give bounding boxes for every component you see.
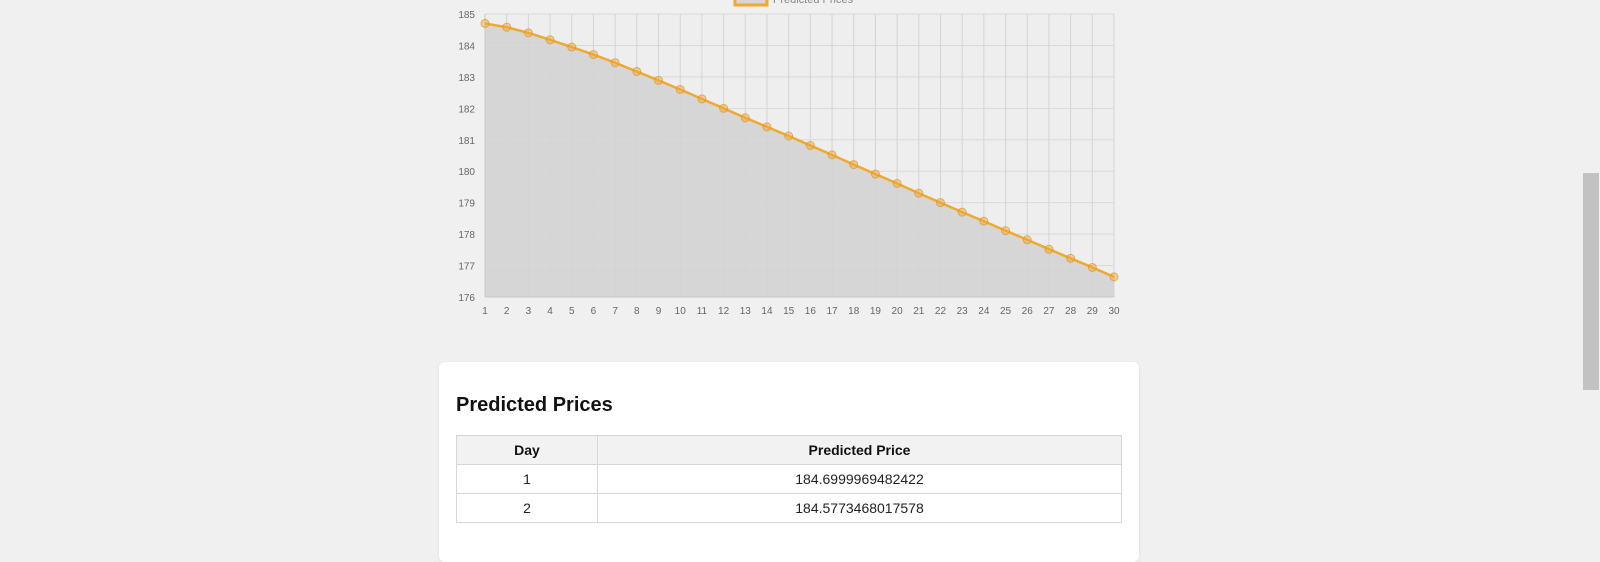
data-point [1022, 235, 1032, 245]
data-point [502, 22, 512, 32]
x-tick-label: 17 [826, 306, 838, 317]
predicted-prices-table: Day Predicted Price 1 184.6999969482422 … [456, 435, 1122, 523]
x-tick-label: 14 [761, 306, 773, 317]
data-point [892, 178, 902, 188]
x-tick-label: 27 [1043, 306, 1055, 317]
data-point [675, 84, 685, 94]
day-cell: 2 [456, 493, 598, 523]
x-tick-label: 12 [718, 306, 730, 317]
day-column-header: Day [456, 435, 598, 465]
data-point [719, 103, 729, 113]
table-row: 2 184.5773468017578 [456, 493, 1122, 523]
x-tick-label: 1 [482, 306, 488, 317]
table-header-row: Day Predicted Price [456, 435, 1122, 465]
x-tick-label: 26 [1022, 306, 1034, 317]
data-point [827, 150, 837, 160]
x-tick-label: 25 [1000, 306, 1012, 317]
y-tick-label: 185 [458, 10, 475, 21]
x-tick-label: 29 [1087, 306, 1099, 317]
data-point [957, 207, 967, 217]
x-tick-label: 2 [504, 306, 510, 317]
price-cell: 184.6999969482422 [597, 464, 1122, 494]
data-point [762, 122, 772, 132]
y-tick-label: 180 [458, 167, 475, 178]
data-point [480, 18, 490, 28]
data-point [697, 94, 707, 104]
data-point [914, 188, 924, 198]
data-point [523, 28, 533, 38]
x-tick-label: 11 [697, 306, 708, 317]
series-area-fill [485, 23, 1114, 298]
y-tick-label: 179 [458, 199, 475, 210]
x-tick-label: 16 [805, 306, 817, 317]
y-tick-label: 182 [458, 104, 475, 115]
price-column-header: Predicted Price [597, 435, 1122, 465]
data-point [588, 50, 598, 60]
x-tick-label: 19 [870, 306, 882, 317]
x-tick-label: 8 [634, 306, 640, 317]
table-row: 1 184.6999969482422 [456, 464, 1122, 494]
x-tick-label: 22 [935, 306, 947, 317]
x-tick-label: 24 [978, 306, 990, 317]
data-point [849, 160, 859, 170]
data-point [1044, 244, 1054, 254]
day-cell: 1 [456, 464, 598, 494]
x-tick-label: 30 [1108, 306, 1120, 317]
data-point [935, 198, 945, 208]
data-point [805, 140, 815, 150]
predicted-prices-card: Predicted Prices Day Predicted Price 1 1… [439, 362, 1139, 562]
y-tick-label: 177 [458, 262, 475, 273]
data-point [784, 131, 794, 141]
x-tick-label: 9 [656, 306, 662, 317]
x-tick-label: 23 [957, 306, 969, 317]
x-tick-label: 15 [783, 306, 795, 317]
y-tick-label: 184 [458, 41, 475, 52]
legend-label: Predicted Prices [773, 0, 854, 6]
x-tick-label: 3 [526, 306, 532, 317]
data-point [632, 67, 642, 77]
data-point [1066, 253, 1076, 263]
x-tick-label: 13 [740, 306, 752, 317]
x-tick-label: 7 [612, 306, 618, 317]
vertical-scrollbar[interactable] [1580, 0, 1600, 525]
data-point [545, 35, 555, 45]
predicted-prices-heading: Predicted Prices [456, 394, 613, 416]
x-tick-label: 20 [892, 306, 904, 317]
x-tick-label: 4 [547, 306, 553, 317]
x-tick-label: 21 [913, 306, 925, 317]
data-point [870, 169, 880, 179]
price-cell: 184.5773468017578 [597, 493, 1122, 523]
x-tick-label: 10 [675, 306, 687, 317]
y-tick-label: 178 [458, 230, 475, 241]
data-point [567, 42, 577, 52]
x-tick-label: 6 [591, 306, 597, 317]
data-point [610, 58, 620, 68]
y-tick-label: 183 [458, 73, 475, 84]
x-tick-label: 5 [569, 306, 575, 317]
price-chart: 176 177 178 179 180 181 182 183 184 185 1 2 3 4 5 6 7 8 9 1… [458, 0, 1120, 317]
data-point [740, 113, 750, 123]
data-point [979, 216, 989, 226]
data-point [1001, 226, 1011, 236]
y-tick-label: 176 [458, 293, 475, 304]
legend-swatch [733, 0, 769, 7]
x-tick-label: 18 [848, 306, 860, 317]
data-point [1109, 272, 1119, 282]
x-tick-label: 28 [1065, 306, 1077, 317]
data-point [654, 75, 664, 85]
y-tick-label: 181 [458, 136, 475, 147]
data-point [1087, 262, 1097, 272]
scrollbar-thumb[interactable] [1583, 173, 1599, 390]
